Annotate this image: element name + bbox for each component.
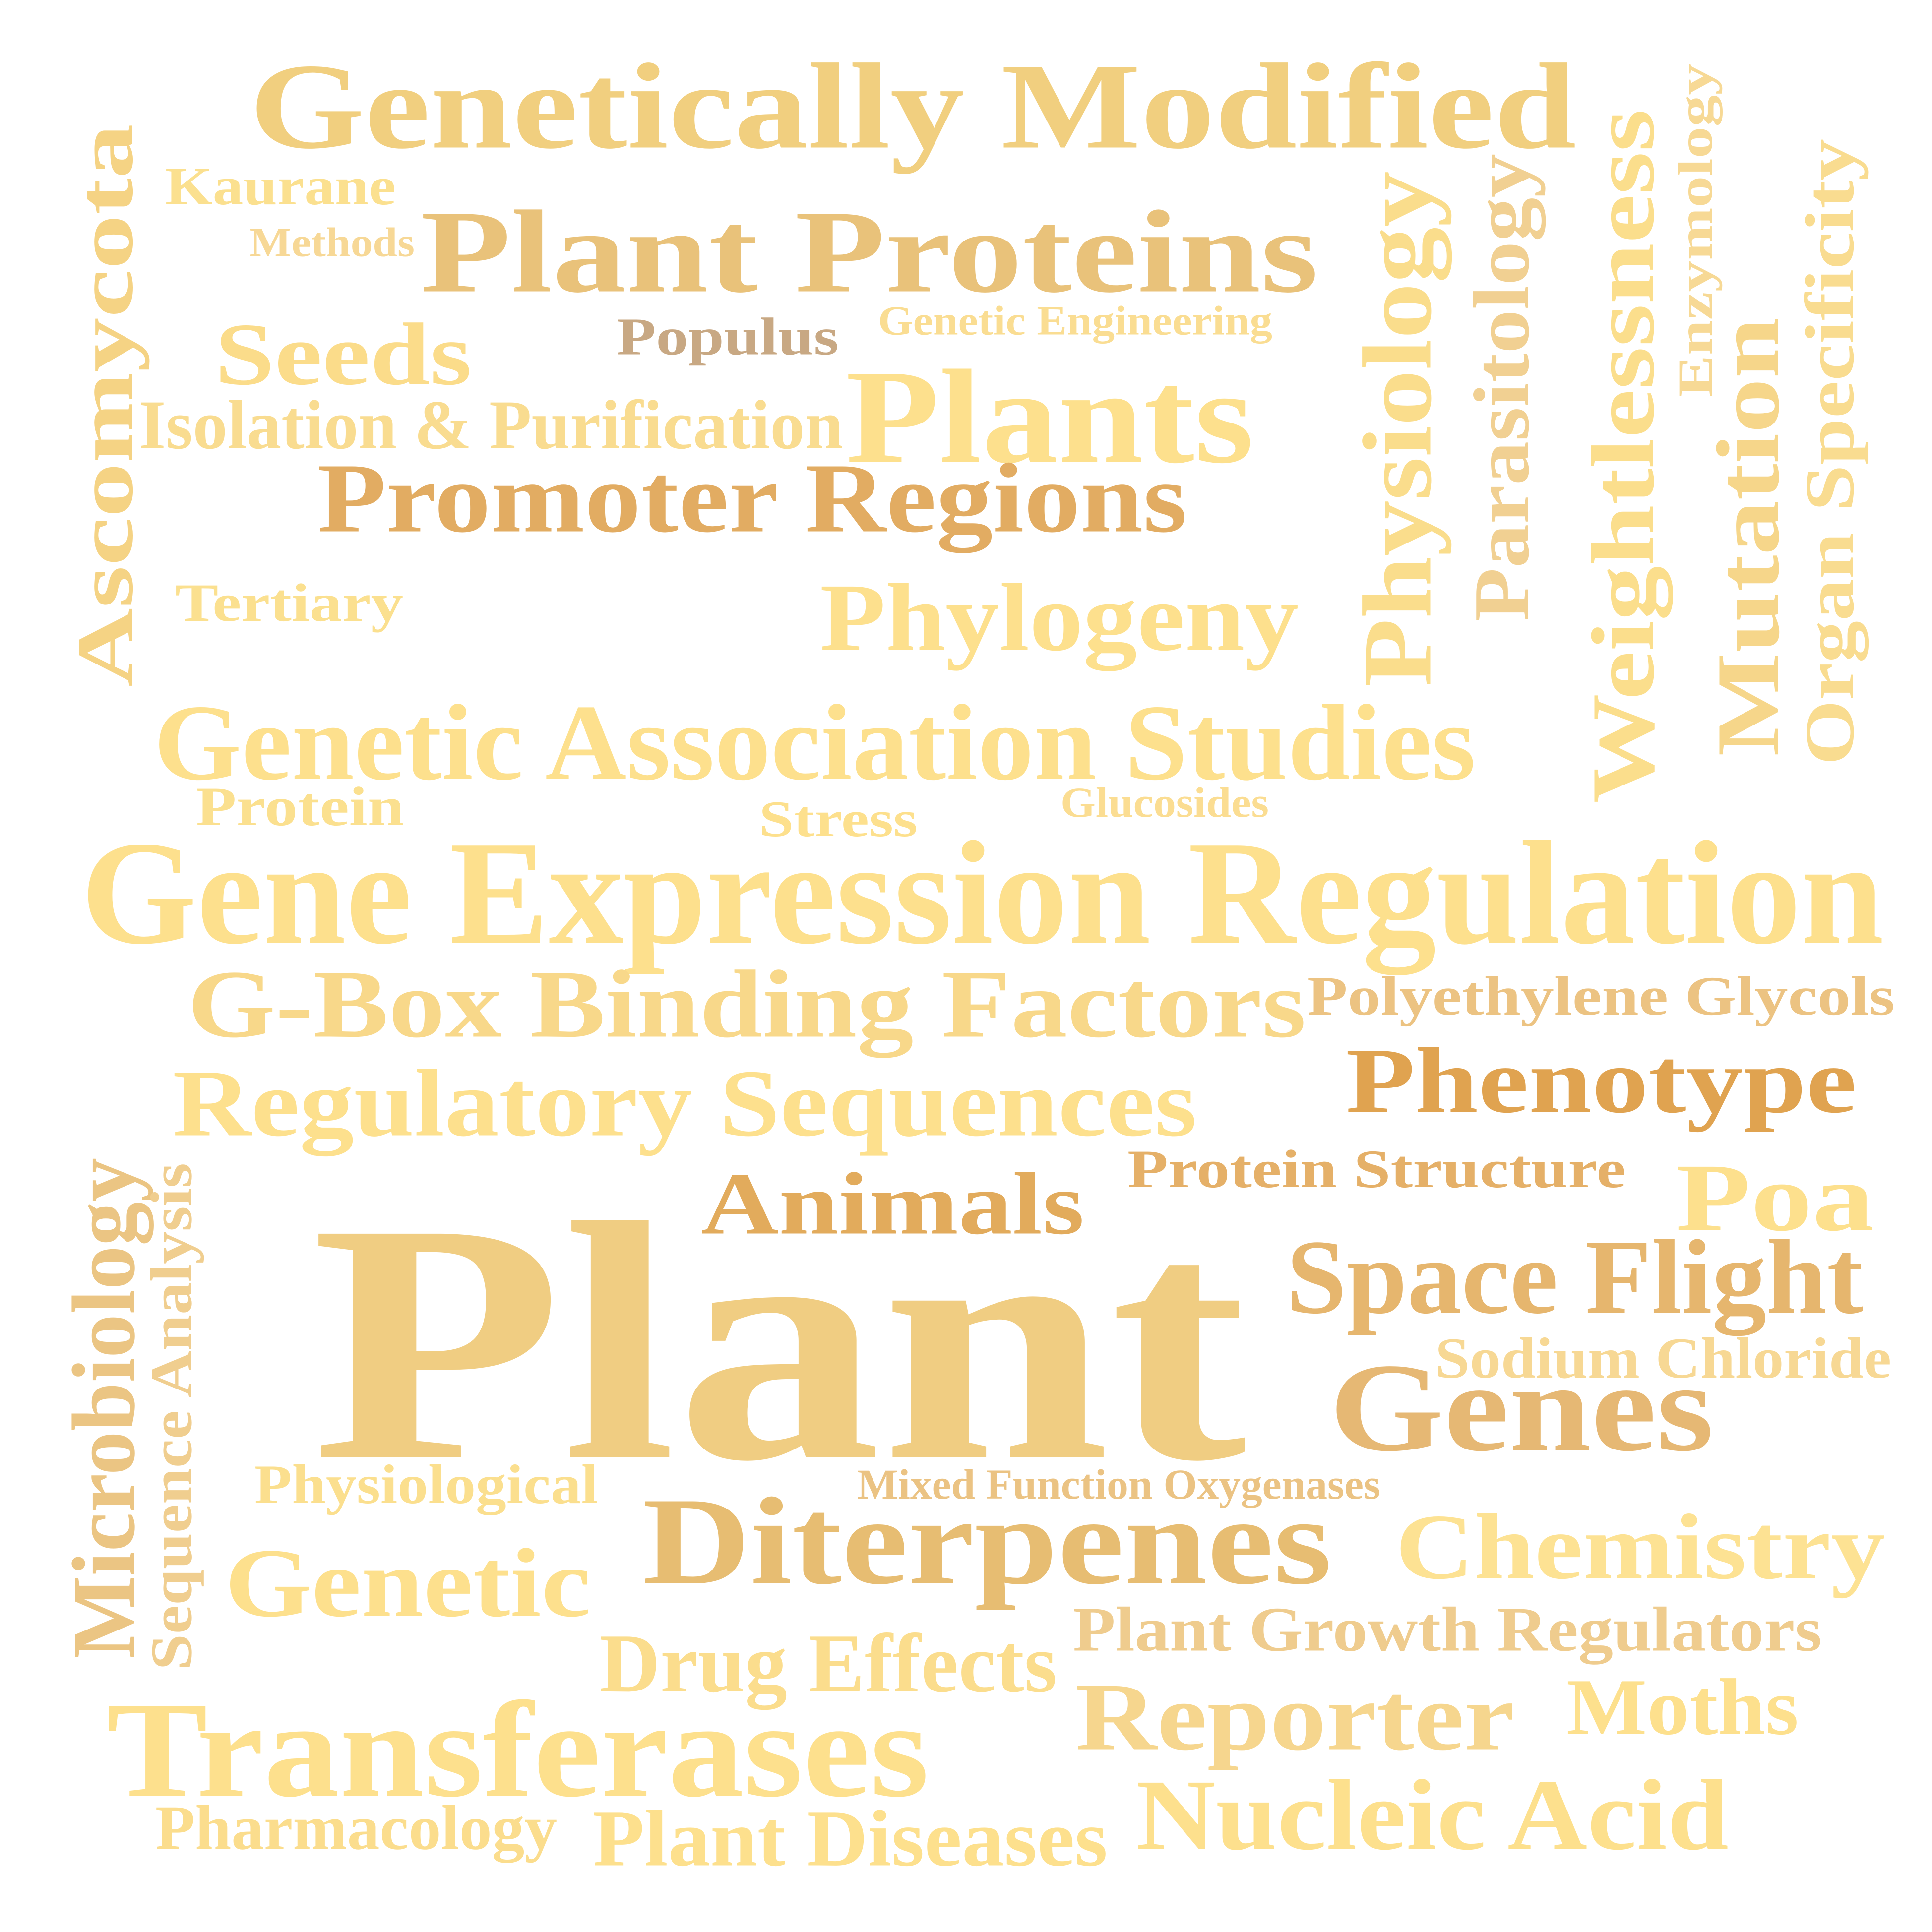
word-polyethylene-glycols: Polyethylene Glycols [1307,966,1895,1027]
word-genetically-modified: Genetically Modified [249,39,1576,175]
word-isolation-purification: Isolation & Purification [139,386,843,464]
word-regulatory-sequences: Regulatory Sequences [173,1050,1197,1157]
word-mixed-function-oxygenases: Mixed Function Oxygenases [857,1460,1380,1508]
word-protein: Protein [196,776,404,838]
word-physiology: Physiology [1343,171,1452,687]
word-methods: Methods [249,220,415,266]
word-plant: Plant [312,1153,1251,1532]
word-space-flight: Space Flight [1286,1218,1863,1336]
word-genes: Genes [1329,1338,1714,1478]
word-plant-diseases: Plant Diseases [593,1795,1108,1883]
word-animals: Animals [701,1154,1084,1253]
word-drug-effects: Drug Effects [599,1617,1057,1710]
word-sodium-chloride: Sodium Chloride [1435,1327,1891,1390]
word-reporter: Reporter [1075,1664,1514,1771]
word-weightlessness: Weightlessness [1574,109,1673,803]
word-glucosides: Glucosides [1060,779,1269,826]
word-physiological: Physiological [254,1454,598,1515]
word-pharmacology: Pharmacology [155,1793,557,1863]
word-phenotype: Phenotype [1346,1029,1857,1133]
word-phylogeny: Phylogeny [820,564,1299,671]
word-populus: Populus [617,308,839,366]
word-nucleic-acid: Nucleic Acid [1136,1759,1729,1872]
word-kaurane: Kaurane [165,156,396,216]
word-stress: Stress [759,791,918,847]
word-tertiary: Tertiary [175,573,403,633]
word-mutation: Mutation [1699,317,1798,756]
word-microbiology: Microbiology [55,1158,154,1659]
word-diterpenes: Diterpenes [642,1472,1332,1611]
word-gene-expression-regulation: Gene Expression Regulation [81,811,1884,977]
word-seeds: Seeds [215,305,472,404]
word-sequence-analysis: Sequence Analysis [139,1163,204,1670]
word-plants: Plants [846,343,1254,491]
word-promoter-regions: Promoter Regions [317,444,1187,553]
word-ascomycota: Ascomycota [62,124,150,687]
word-plant-proteins: Plant Proteins [421,187,1318,317]
word-g-box-binding-factors: G-Box Binding Factors [187,951,1306,1058]
word-parasitology: Parasitology [1457,154,1546,621]
word-protein-structure: Protein Structure [1127,1139,1626,1199]
word-enzymology: Enzymology [1668,63,1723,397]
word-genetic: Genetic [225,1529,591,1637]
word-organ-specificity: Organ Specificity [1791,139,1869,765]
word-genetic-engineering: Genetic Engineering [878,298,1272,344]
word-plant-growth-regulators: Plant Growth Regulators [1073,1594,1822,1665]
word-chemistry: Chemistry [1395,1495,1885,1599]
word-moths: Moths [1566,1663,1799,1752]
word-transferases: Transferases [107,1674,929,1825]
word-poa: Poa [1676,1145,1874,1252]
word-genetic-association-studies: Genetic Association Studies [154,683,1476,803]
